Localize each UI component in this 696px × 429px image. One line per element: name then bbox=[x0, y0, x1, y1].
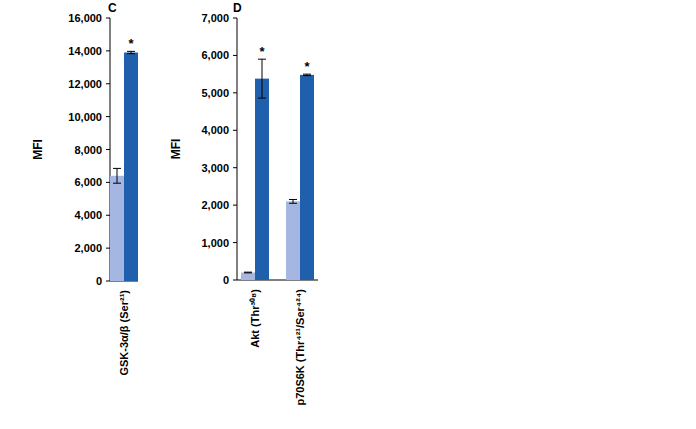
error-cap bbox=[303, 75, 311, 76]
y-tick-label: 0 bbox=[96, 275, 102, 287]
bars bbox=[241, 59, 314, 280]
y-tick-label: 8,000 bbox=[74, 144, 102, 156]
category-label: GSK-3α/β (Ser²¹) bbox=[118, 290, 130, 376]
y-tick bbox=[106, 182, 110, 183]
error-stem bbox=[117, 168, 118, 183]
y-tick bbox=[106, 215, 110, 216]
y-axis-label: MFI bbox=[31, 139, 45, 160]
y-tick bbox=[233, 280, 237, 281]
error-bar bbox=[303, 74, 311, 75]
y-tick bbox=[106, 248, 110, 249]
y-tick-label: 16,000 bbox=[68, 12, 102, 24]
y-tick-label: 7,000 bbox=[201, 12, 229, 24]
error-stem bbox=[262, 59, 263, 98]
y-tick-label: 14,000 bbox=[68, 45, 102, 57]
y-tick bbox=[106, 149, 110, 150]
y-tick-label: 5,000 bbox=[201, 87, 229, 99]
y-tick-label: 4,000 bbox=[201, 124, 229, 136]
error-cap bbox=[244, 272, 252, 273]
error-cap bbox=[289, 203, 297, 204]
bar bbox=[300, 75, 314, 280]
error-cap bbox=[127, 53, 135, 54]
y-tick-label: 3,000 bbox=[201, 162, 229, 174]
bar bbox=[110, 176, 124, 281]
y-tick bbox=[106, 83, 110, 84]
y-axis-label: MFI bbox=[169, 139, 183, 160]
significance-marker: * bbox=[304, 59, 310, 74]
figure: C MFI 0 2,000 4,000 6,000 8,000 10,000 12,000 14,… bbox=[0, 0, 696, 429]
error-cap bbox=[244, 272, 252, 273]
y-tick-label: 0 bbox=[223, 274, 229, 286]
category-label: Akt (Thr³⁰⁸) bbox=[249, 289, 261, 348]
y-tick-label: 4,000 bbox=[74, 209, 102, 221]
error-bar bbox=[289, 200, 297, 204]
y-tick-label: 1,000 bbox=[201, 237, 229, 249]
y-tick bbox=[233, 55, 237, 56]
error-cap bbox=[113, 183, 121, 184]
bar bbox=[255, 79, 269, 280]
y-tick bbox=[233, 167, 237, 168]
y-tick-label: 6,000 bbox=[201, 49, 229, 61]
y-tick-label: 2,000 bbox=[74, 242, 102, 254]
panel-title: C bbox=[108, 1, 117, 15]
bar bbox=[124, 53, 138, 281]
bars bbox=[110, 51, 138, 281]
error-bar bbox=[244, 272, 252, 274]
y-tick bbox=[233, 205, 237, 206]
y-axis bbox=[237, 18, 238, 280]
error-bar bbox=[113, 168, 121, 183]
bar bbox=[286, 201, 300, 280]
error-cap bbox=[258, 98, 266, 99]
panel-title: D bbox=[233, 1, 242, 15]
y-tick bbox=[233, 242, 237, 243]
bar bbox=[241, 273, 255, 280]
error-cap bbox=[289, 199, 297, 200]
y-tick-label: 2,000 bbox=[201, 199, 229, 211]
y-tick-label: 10,000 bbox=[68, 111, 102, 123]
y-tick bbox=[233, 18, 237, 19]
error-stem bbox=[293, 200, 294, 204]
significance-marker: * bbox=[259, 44, 265, 59]
y-tick bbox=[233, 92, 237, 93]
y-tick-label: 6,000 bbox=[74, 176, 102, 188]
error-bar bbox=[127, 51, 135, 53]
y-tick bbox=[106, 281, 110, 282]
significance-marker: * bbox=[128, 36, 134, 51]
y-tick-label: 12,000 bbox=[68, 78, 102, 90]
y-tick bbox=[106, 50, 110, 51]
y-tick bbox=[106, 116, 110, 117]
y-tick bbox=[106, 18, 110, 19]
y-tick bbox=[233, 130, 237, 131]
category-label: p70S6K (Thr⁴²¹/Ser⁴²⁴) bbox=[294, 289, 306, 406]
error-bar bbox=[258, 59, 266, 98]
error-cap bbox=[113, 168, 121, 169]
